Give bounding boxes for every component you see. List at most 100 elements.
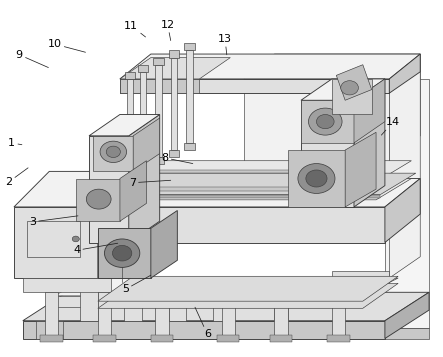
Polygon shape xyxy=(354,79,385,207)
Polygon shape xyxy=(153,57,163,65)
Polygon shape xyxy=(120,54,420,79)
Polygon shape xyxy=(36,321,62,338)
Text: 7: 7 xyxy=(129,178,171,188)
Circle shape xyxy=(298,164,335,193)
Circle shape xyxy=(341,81,358,95)
Polygon shape xyxy=(168,285,186,321)
Text: 2: 2 xyxy=(5,168,28,187)
Polygon shape xyxy=(389,54,420,161)
Polygon shape xyxy=(155,65,162,157)
Text: 8: 8 xyxy=(161,153,193,164)
Text: 11: 11 xyxy=(124,21,146,37)
Polygon shape xyxy=(93,136,133,171)
Polygon shape xyxy=(270,335,292,342)
Text: 6: 6 xyxy=(195,307,211,339)
Polygon shape xyxy=(138,65,148,72)
Text: 5: 5 xyxy=(122,275,151,295)
Polygon shape xyxy=(93,335,116,342)
Polygon shape xyxy=(124,285,142,321)
Polygon shape xyxy=(14,207,98,278)
Polygon shape xyxy=(125,72,135,79)
Polygon shape xyxy=(327,335,350,342)
Polygon shape xyxy=(222,292,235,335)
Polygon shape xyxy=(98,171,133,278)
Circle shape xyxy=(316,115,334,129)
Text: 9: 9 xyxy=(16,50,48,67)
Circle shape xyxy=(106,146,120,157)
Text: 1: 1 xyxy=(8,138,22,148)
Polygon shape xyxy=(275,285,288,321)
Polygon shape xyxy=(89,115,159,136)
Polygon shape xyxy=(275,292,288,335)
Polygon shape xyxy=(40,335,62,342)
Polygon shape xyxy=(155,292,168,335)
Polygon shape xyxy=(120,79,199,93)
Text: 13: 13 xyxy=(218,34,232,55)
Polygon shape xyxy=(107,173,416,195)
Polygon shape xyxy=(120,161,147,221)
Polygon shape xyxy=(288,150,345,207)
Polygon shape xyxy=(171,57,177,150)
Polygon shape xyxy=(98,276,398,301)
Polygon shape xyxy=(151,335,173,342)
Polygon shape xyxy=(385,328,429,338)
Polygon shape xyxy=(184,43,194,50)
Polygon shape xyxy=(332,292,345,335)
Text: 10: 10 xyxy=(47,39,85,52)
Circle shape xyxy=(86,189,111,209)
Polygon shape xyxy=(151,211,177,278)
Polygon shape xyxy=(80,285,98,321)
Text: 4: 4 xyxy=(73,243,118,255)
Polygon shape xyxy=(385,79,429,328)
Circle shape xyxy=(306,170,327,187)
Polygon shape xyxy=(385,178,420,242)
Circle shape xyxy=(308,108,342,135)
Polygon shape xyxy=(45,292,58,335)
Polygon shape xyxy=(213,285,230,321)
Polygon shape xyxy=(345,132,376,207)
Polygon shape xyxy=(98,283,398,308)
Polygon shape xyxy=(385,292,429,338)
Polygon shape xyxy=(169,50,179,57)
Polygon shape xyxy=(129,115,159,242)
Polygon shape xyxy=(332,79,372,115)
Polygon shape xyxy=(301,100,354,207)
Polygon shape xyxy=(186,50,193,143)
Polygon shape xyxy=(301,100,354,143)
Polygon shape xyxy=(23,278,111,292)
Circle shape xyxy=(105,239,140,267)
Polygon shape xyxy=(89,136,129,242)
Polygon shape xyxy=(98,292,111,335)
Polygon shape xyxy=(389,54,420,93)
Polygon shape xyxy=(332,271,389,285)
Polygon shape xyxy=(98,207,385,242)
Polygon shape xyxy=(54,296,363,307)
Polygon shape xyxy=(301,79,385,100)
Polygon shape xyxy=(111,187,376,191)
Polygon shape xyxy=(133,118,159,171)
Polygon shape xyxy=(120,79,389,93)
Polygon shape xyxy=(153,157,163,164)
Text: 14: 14 xyxy=(381,117,400,135)
Polygon shape xyxy=(125,171,135,178)
Circle shape xyxy=(113,245,132,261)
Circle shape xyxy=(100,141,127,162)
Polygon shape xyxy=(127,79,133,171)
Polygon shape xyxy=(98,228,151,278)
Circle shape xyxy=(72,236,79,242)
Polygon shape xyxy=(389,54,420,278)
Polygon shape xyxy=(244,79,389,161)
Polygon shape xyxy=(107,195,381,198)
Polygon shape xyxy=(120,57,230,79)
Polygon shape xyxy=(27,221,80,257)
Polygon shape xyxy=(138,164,148,171)
Polygon shape xyxy=(23,321,385,338)
Polygon shape xyxy=(354,79,385,143)
Polygon shape xyxy=(140,72,147,164)
Polygon shape xyxy=(111,170,376,173)
Text: 3: 3 xyxy=(29,216,78,227)
Polygon shape xyxy=(184,143,194,150)
Text: 12: 12 xyxy=(160,20,175,41)
Polygon shape xyxy=(244,54,420,79)
Polygon shape xyxy=(14,171,133,207)
